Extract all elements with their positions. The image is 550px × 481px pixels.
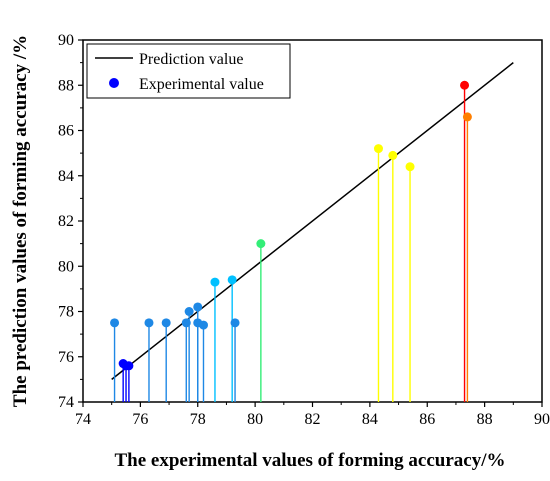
experimental-point — [144, 318, 154, 328]
x-tick-label: 78 — [190, 411, 206, 428]
plot-area — [82, 39, 543, 403]
experimental-point — [405, 162, 415, 172]
x-tick-label: 80 — [247, 411, 263, 428]
x-tick-label: 84 — [362, 411, 378, 428]
x-tick-label: 88 — [477, 411, 493, 428]
experimental-point — [161, 318, 171, 328]
legend-label-prediction: Prediction value — [139, 51, 243, 68]
y-tick-label: 80 — [58, 258, 74, 275]
x-tick-label: 86 — [419, 411, 435, 428]
prediction-line — [111, 62, 514, 380]
experimental-point — [110, 318, 120, 328]
experimental-point — [198, 320, 208, 330]
experimental-point — [256, 239, 266, 249]
y-tick-label: 76 — [58, 349, 74, 366]
legend-box — [86, 43, 291, 99]
axis-ticks: 74 76 78 80 82 84 86 88 90 74 76 78 80 82 84 86 88 90 — [58, 32, 550, 428]
y-axis-title: The prediction values of forming accurac… — [10, 35, 31, 407]
y-tick-label: 84 — [58, 168, 74, 185]
x-axis-title: The experimental values of forming accur… — [114, 450, 505, 471]
experimental-point — [230, 318, 240, 328]
experimental-point — [193, 302, 203, 312]
experimental-point — [181, 318, 191, 328]
y-tick-label: 74 — [58, 394, 74, 411]
y-tick-label: 88 — [58, 77, 74, 94]
x-tick-label: 74 — [75, 411, 91, 428]
x-tick-label: 82 — [305, 411, 321, 428]
y-tick-label: 78 — [58, 304, 74, 321]
experimental-point — [184, 307, 194, 316]
experimental-point — [373, 144, 383, 154]
y-tick-label: 86 — [58, 123, 74, 140]
experimental-point — [124, 361, 134, 371]
legend: Prediction value Experimental value — [86, 43, 291, 99]
experimental-point — [460, 80, 470, 90]
x-tick-label: 90 — [534, 411, 550, 428]
legend-dot-marker — [109, 78, 119, 88]
x-tick-label: 76 — [132, 411, 148, 428]
experimental-point — [210, 277, 220, 287]
legend-label-experimental: Experimental value — [139, 76, 264, 93]
experimental-point — [462, 112, 472, 122]
y-tick-label: 90 — [58, 32, 74, 49]
experimental-point — [227, 275, 237, 285]
experimental-point — [388, 150, 398, 160]
y-tick-label: 82 — [58, 213, 74, 230]
